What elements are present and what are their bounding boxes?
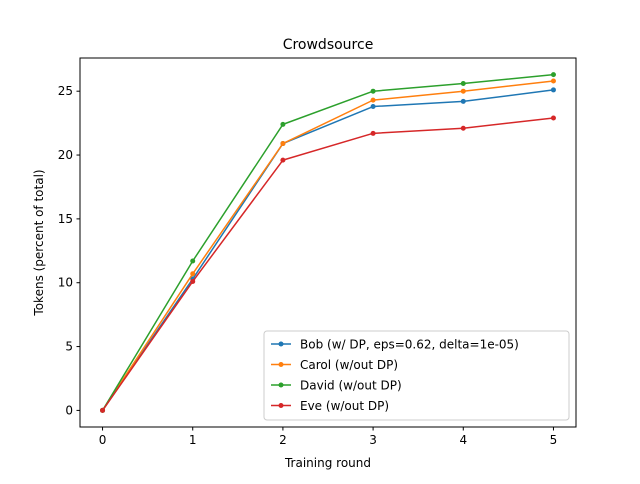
legend-box xyxy=(263,330,570,421)
data-point-carol xyxy=(460,88,466,94)
plot-frame xyxy=(79,57,577,428)
x-tick-label: 5 xyxy=(550,433,558,447)
legend-swatch-marker-eve xyxy=(278,403,284,408)
series-eve xyxy=(100,115,556,413)
data-point-eve xyxy=(190,278,196,284)
data-point-david xyxy=(370,88,376,94)
legend-label-carol: Carol (w/out DP) xyxy=(300,358,398,372)
data-point-carol xyxy=(190,271,196,277)
data-point-eve xyxy=(550,115,556,121)
x-tick-label: 4 xyxy=(459,433,467,447)
series-line-eve xyxy=(101,117,554,411)
y-axis: 0 5 10 15 20 25 xyxy=(58,84,80,417)
legend-label-david: David (w/out DP) xyxy=(300,379,402,393)
series-line-david xyxy=(101,73,554,411)
legend-label-bob: Bob (w/ DP, eps=0.62, delta=1e-05) xyxy=(300,338,519,352)
x-axis: 0 1 2 3 4 5 xyxy=(99,427,558,447)
data-point-eve xyxy=(460,125,466,131)
y-tick-label: 15 xyxy=(58,212,73,226)
series-line-bob xyxy=(101,89,554,411)
series-layer xyxy=(100,72,556,413)
x-tick-label: 2 xyxy=(279,433,287,447)
x-axis-label: Training round xyxy=(284,456,371,470)
data-point-bob xyxy=(370,104,376,110)
data-point-eve xyxy=(100,407,106,413)
y-tick-label: 25 xyxy=(58,84,73,98)
chart-title: Crowdsource xyxy=(283,37,374,53)
data-point-carol xyxy=(280,141,286,147)
data-point-david xyxy=(550,72,556,78)
series-line-carol xyxy=(101,80,554,411)
data-point-david xyxy=(190,258,196,264)
data-point-david xyxy=(280,121,286,127)
data-point-bob xyxy=(460,98,466,104)
legend: Bob (w/ DP, eps=0.62, delta=1e-05) Carol … xyxy=(263,330,570,421)
data-point-david xyxy=(460,81,466,87)
y-tick-label: 0 xyxy=(65,403,73,417)
plot-area xyxy=(79,57,577,428)
x-tick-label: 0 xyxy=(99,433,107,447)
legend-swatch-marker-david xyxy=(278,382,284,388)
legend-swatch-marker-bob xyxy=(278,341,284,347)
data-point-eve xyxy=(370,130,376,136)
data-point-bob xyxy=(550,87,556,93)
y-tick-label: 10 xyxy=(58,276,73,290)
y-tick-label: 20 xyxy=(58,148,73,162)
x-tick-label: 1 xyxy=(189,433,197,447)
y-tick-label: 5 xyxy=(65,340,73,354)
legend-swatch-marker-carol xyxy=(278,362,284,367)
legend-label-eve: Eve (w/out DP) xyxy=(300,399,389,413)
data-point-carol xyxy=(550,78,556,84)
data-point-eve xyxy=(280,157,286,163)
data-point-carol xyxy=(370,97,376,103)
x-tick-label: 3 xyxy=(369,433,377,447)
y-axis-label: Tokens (percent of total) xyxy=(32,169,46,316)
